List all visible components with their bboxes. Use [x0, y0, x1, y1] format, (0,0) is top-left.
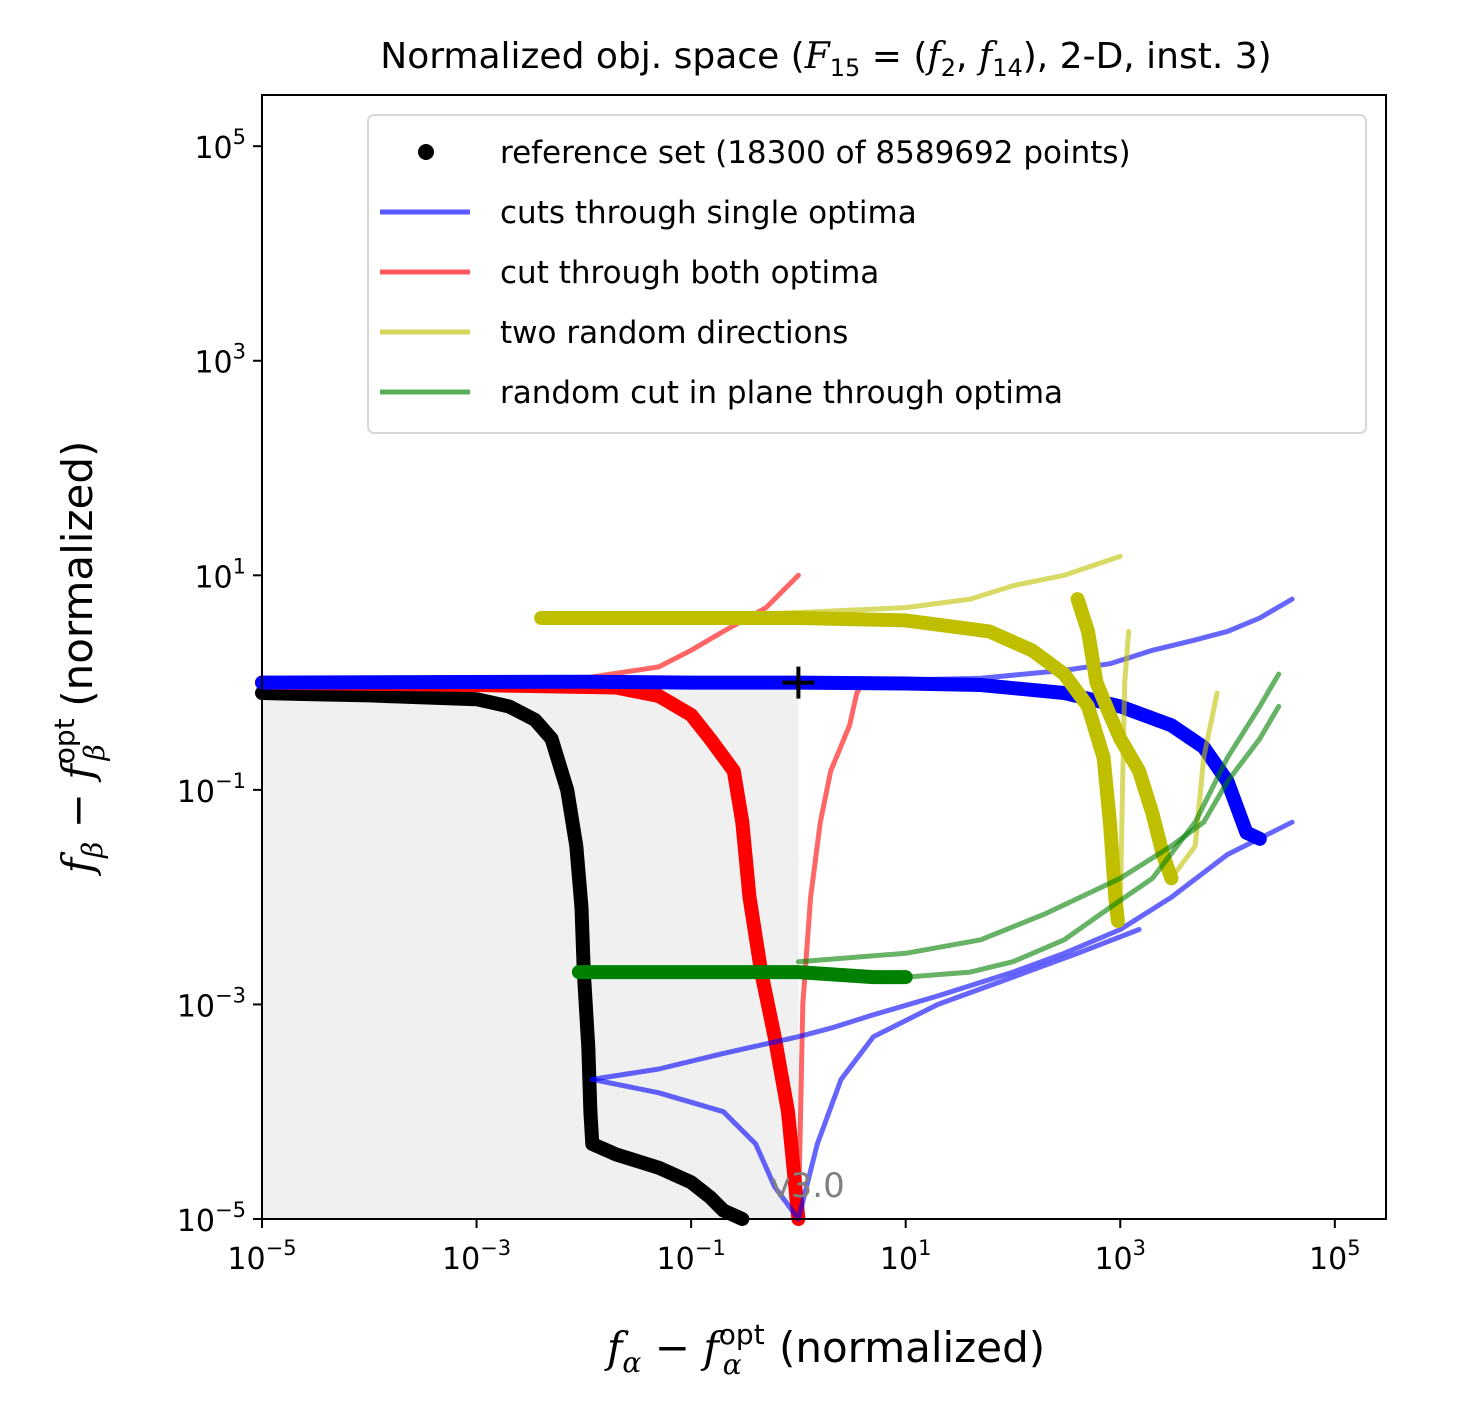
legend: reference set (18300 of 8589692 points) c…	[367, 114, 1367, 434]
y-tick-label-1: 10−3	[177, 983, 246, 1024]
series-line-10	[645, 553, 1123, 621]
series-line-14	[903, 671, 1282, 980]
series-line-6	[589, 819, 1295, 1082]
series-line-3	[795, 680, 866, 1222]
y-axis-ticks: 10−5 10−3 10−1 101 103 105	[177, 125, 262, 1239]
x-axis-ticks: 10−5 10−3 10−1 101 103 105	[227, 1219, 1361, 1277]
y-tick-label-2: 10−1	[177, 769, 246, 810]
version-annotation: v3.0	[771, 1166, 845, 1206]
nadir-marker	[782, 666, 815, 699]
y-tick-label-0: 10−5	[177, 1198, 246, 1239]
legend-box	[367, 114, 1367, 434]
x-tick-label-0: 10−5	[227, 1236, 296, 1277]
x-axis-label: fα − fopt α (normalized)	[604, 1318, 1045, 1381]
series-line-11	[1117, 628, 1132, 911]
series-line-13	[571, 965, 913, 985]
axes-frame	[261, 94, 1387, 1220]
x-tick-label-1: 10−3	[442, 1236, 511, 1277]
y-axis-label: fβ − foptβ (normalized)	[48, 441, 111, 877]
series-line-12	[1168, 690, 1220, 881]
legend-label-3: two random directions	[500, 315, 848, 351]
x-tick-label-2: 10−1	[657, 1236, 726, 1277]
y-tick-label-5: 105	[194, 125, 246, 166]
y-tick-label-3: 101	[194, 554, 246, 595]
legend-label-0: reference set (18300 of 8589692 points)	[500, 135, 1131, 171]
y-tick-label-4: 103	[194, 340, 246, 381]
chart-title: Normalized obj. space (F15 = (f2, f14), …	[380, 36, 1271, 82]
series-layer	[255, 553, 1295, 1226]
series-line-0	[255, 686, 750, 1226]
legend-marker-0	[418, 144, 434, 160]
series-line-7	[589, 927, 1142, 1222]
series-line-8	[534, 611, 1125, 928]
series-line-15	[795, 703, 1282, 965]
legend-label-1: cuts through single optima	[500, 195, 917, 231]
x-tick-label-4: 103	[1094, 1236, 1146, 1277]
x-tick-label-5: 105	[1309, 1236, 1361, 1277]
legend-label-4: random cut in plane through optima	[500, 375, 1063, 411]
legend-label-2: cut through both optima	[500, 255, 879, 291]
x-tick-label-3: 101	[880, 1236, 932, 1277]
series-line-5	[259, 596, 1295, 686]
dominated-region	[262, 682, 799, 1219]
series-line-9	[1070, 592, 1179, 886]
